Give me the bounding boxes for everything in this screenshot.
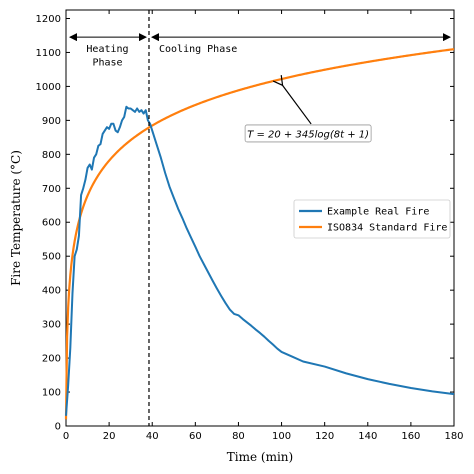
cooling-phase-label: Cooling Phase bbox=[159, 44, 237, 55]
y-tick-label: 700 bbox=[42, 184, 61, 195]
x-tick-label: 160 bbox=[401, 431, 420, 442]
legend-label: Example Real Fire bbox=[327, 207, 429, 218]
x-tick-label: 0 bbox=[63, 431, 69, 442]
x-tick-label: 180 bbox=[444, 431, 463, 442]
y-tick-label: 500 bbox=[42, 252, 61, 263]
x-tick-label: 140 bbox=[358, 431, 377, 442]
y-tick-label: 900 bbox=[42, 116, 61, 127]
legend-box bbox=[293, 199, 451, 239]
y-tick-label: 200 bbox=[42, 354, 61, 365]
x-tick-label: 120 bbox=[315, 431, 334, 442]
equation-text: T = 20 + 345log(8t + 1) bbox=[247, 129, 369, 140]
y-tick-label: 400 bbox=[42, 286, 61, 297]
y-tick-label: 0 bbox=[55, 422, 61, 433]
equation-box bbox=[244, 124, 372, 143]
plot-area: 0 20 40 60 80 100 120 140 160 180 0 100 200 300 400 500… bbox=[9, 9, 464, 464]
y-tick-label: 1200 bbox=[36, 14, 61, 25]
plot-frame bbox=[65, 9, 455, 427]
x-tick-label: 80 bbox=[232, 431, 245, 442]
x-tick-label: 20 bbox=[103, 431, 116, 442]
equation-arrow bbox=[283, 85, 312, 125]
y-tick-label: 100 bbox=[42, 388, 61, 399]
x-axis-label: Time (min) bbox=[227, 450, 293, 464]
y-tick-label: 1100 bbox=[36, 48, 61, 59]
y-tick-label: 1000 bbox=[36, 82, 61, 93]
y-axis-label: Fire Temperature (°C) bbox=[9, 150, 23, 286]
series-line-real-fire bbox=[65, 105, 455, 416]
heating-phase-label-line2: Phase bbox=[92, 58, 122, 69]
x-tick-label: 100 bbox=[272, 431, 291, 442]
y-tick-label: 600 bbox=[42, 218, 61, 229]
x-tick-label: 60 bbox=[189, 431, 202, 442]
legend-label: ISO834 Standard Fire bbox=[327, 223, 447, 234]
series-line-iso834 bbox=[64, 48, 455, 420]
x-tick-label: 40 bbox=[146, 431, 159, 442]
y-tick-label: 800 bbox=[42, 150, 61, 161]
y-tick-label: 300 bbox=[42, 320, 61, 331]
heating-phase-label: Heating bbox=[86, 44, 128, 55]
